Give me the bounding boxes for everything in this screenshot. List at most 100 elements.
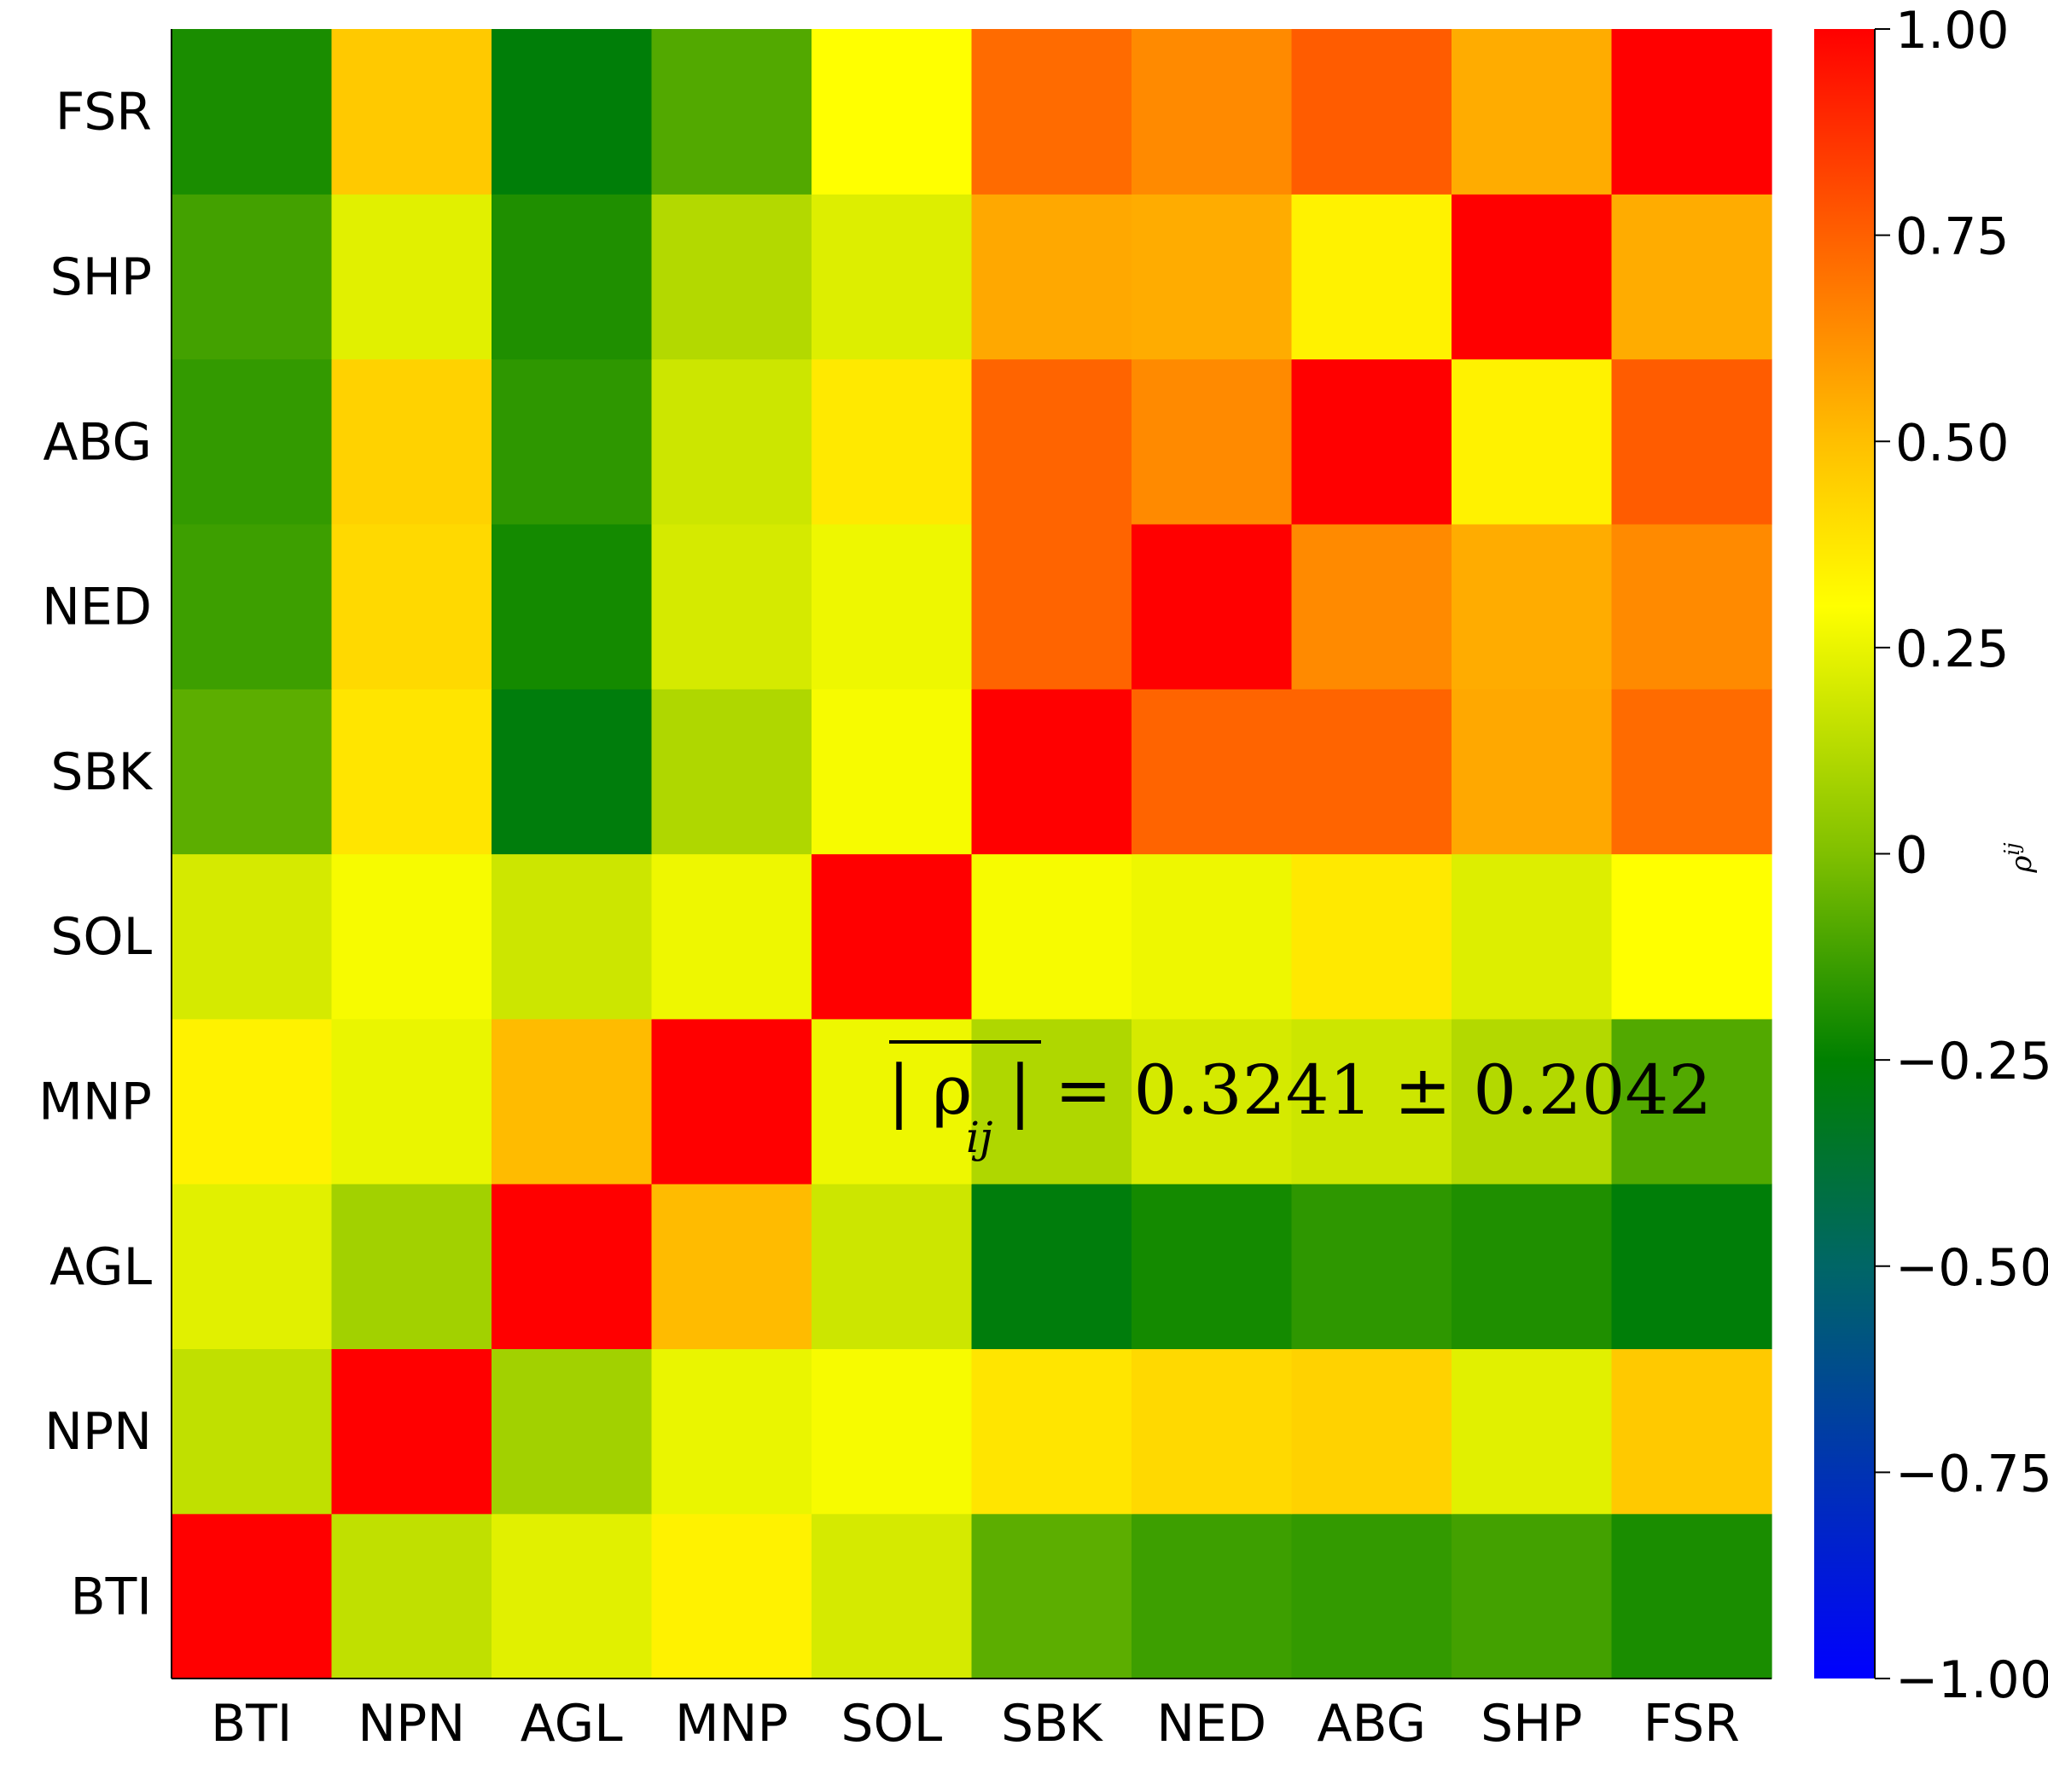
heatmap-cell-npn-sbk [971, 1348, 1132, 1515]
heatmap-cell-bti-mnp [651, 1513, 812, 1679]
heatmap-cell-ned-npn [331, 523, 492, 689]
x-tick-label-sbk: SBK [1001, 1694, 1103, 1754]
heatmap-cell-agl-agl [492, 1184, 653, 1349]
colorbar-label-sup: ij [2000, 842, 2024, 856]
heatmap-cell-agl-bti [172, 1184, 333, 1349]
colorbar-tick-label: −0.75 [1895, 1444, 2048, 1504]
heatmap-cell-mnp-npn [331, 1018, 492, 1184]
heatmap-cell-sol-abg [1291, 853, 1452, 1020]
x-tick-label-bti: BTI [211, 1694, 293, 1754]
heatmap-cell-sbk-fsr [1611, 689, 1772, 855]
heatmap-cell-mnp-fsr [1611, 1018, 1772, 1184]
x-tick-labels: BTI NPN AGL MNP SOL SBK NED ABG SHP FSR [211, 1694, 1740, 1754]
heatmap-cell-bti-sol [812, 1513, 973, 1679]
heatmap-cell-shp-agl [492, 194, 653, 360]
heatmap-cell-sol-agl [492, 853, 653, 1020]
y-tick-label-shp: SHP [50, 247, 152, 307]
heatmap-cell-abg-fsr [1611, 358, 1772, 525]
heatmap-cell-fsr-abg [1291, 29, 1452, 195]
heatmap-cell-agl-fsr [1611, 1184, 1772, 1349]
y-tick-labels: BTI NPN AGL MNP SOL SBK NED ABG SHP FSR [38, 83, 153, 1627]
heatmap-cell-sbk-ned [1132, 689, 1293, 855]
heatmap-cell-sbk-sol [812, 689, 973, 855]
heatmap-cell-agl-shp [1452, 1184, 1613, 1349]
heatmap-cell-abg-sbk [971, 358, 1132, 525]
heatmap-cell-bti-shp [1452, 1513, 1613, 1679]
heatmap-cell-ned-shp [1452, 523, 1613, 689]
heatmap-cell-npn-abg [1291, 1348, 1452, 1515]
colorbar-label: ρij [2000, 842, 2039, 874]
heatmap-cell-shp-sol [812, 194, 973, 360]
heatmap-cell-sbk-shp [1452, 689, 1613, 855]
heatmap-cell-agl-ned [1132, 1184, 1293, 1349]
heatmap-cell-mnp-sol [812, 1018, 973, 1184]
y-tick-label-sbk: SBK [50, 742, 153, 802]
heatmap-cell-abg-bti [172, 358, 333, 525]
heatmap-cell-sbk-npn [331, 689, 492, 855]
heatmap-cell-bti-abg [1291, 1513, 1452, 1679]
heatmap-cell-npn-agl [492, 1348, 653, 1515]
heatmap-cell-agl-mnp [651, 1184, 812, 1349]
x-tick-label-mnp: MNP [675, 1694, 788, 1754]
heatmap-cell-ned-fsr [1611, 523, 1772, 689]
heatmap-cell-shp-mnp [651, 194, 812, 360]
heatmap-cell-bti-ned [1132, 1513, 1293, 1679]
heatmap-cell-mnp-abg [1291, 1018, 1452, 1184]
annotation-subscript: ij [966, 1113, 993, 1162]
colorbar-ticks: 1.00 0.75 0.50 0.25 0 −0.25 −0.50 −0.75 −1.00 [1874, 1, 2048, 1710]
y-tick-label-npn: NPN [44, 1402, 152, 1462]
heatmap-cell-shp-abg [1291, 194, 1452, 360]
y-tick-label-agl: AGL [49, 1237, 152, 1297]
x-tick-label-fsr: FSR [1644, 1694, 1740, 1754]
heatmap-cell-abg-shp [1452, 358, 1613, 525]
y-tick-label-fsr: FSR [55, 83, 152, 143]
heatmap-cell-bti-sbk [971, 1513, 1132, 1679]
y-tick-label-bti: BTI [70, 1567, 152, 1626]
colorbar-tick-label: 0.75 [1895, 207, 2010, 267]
colorbar-tick-label: −1.00 [1895, 1650, 2048, 1710]
heatmap-cell-shp-bti [172, 194, 333, 360]
heatmap-cell-ned-bti [172, 523, 333, 689]
x-tick-label-abg: ABG [1317, 1694, 1426, 1754]
heatmap-cell-shp-fsr [1611, 194, 1772, 360]
colorbar-tick-label: −0.25 [1895, 1032, 2048, 1091]
heatmap-cell-sol-npn [331, 853, 492, 1020]
heatmap-cell-mnp-shp [1452, 1018, 1613, 1184]
mean-correlation-annotation: | ρ ij | = 0.3241 ± 0.2042 [887, 1040, 1712, 1162]
x-tick-label-npn: NPN [358, 1694, 465, 1754]
y-tick-label-ned: NED [42, 578, 152, 637]
heatmap-cell-fsr-sol [812, 29, 973, 195]
x-tick-label-ned: NED [1156, 1694, 1266, 1754]
heatmap-cell-bti-agl [492, 1513, 653, 1679]
heatmap-cell-sbk-mnp [651, 689, 812, 855]
heatmap-cell-fsr-fsr [1611, 29, 1772, 195]
heatmap-cell-npn-mnp [651, 1348, 812, 1515]
heatmap-cell-sbk-bti [172, 689, 333, 855]
heatmap-cell-sol-sol [812, 853, 973, 1020]
heatmap-cell-ned-abg [1291, 523, 1452, 689]
plot-axes [171, 29, 1772, 1679]
heatmap-cell-abg-npn [331, 358, 492, 525]
heatmap-cell-agl-abg [1291, 1184, 1452, 1349]
annotation-lhs-close: | [1009, 1050, 1032, 1130]
heatmap-cell-shp-shp [1452, 194, 1613, 360]
annotation-lhs: | ρ [887, 1050, 972, 1130]
colorbar-gradient [1814, 29, 1875, 1679]
heatmap-cell-mnp-agl [492, 1018, 653, 1184]
heatmap-cell-fsr-ned [1132, 29, 1293, 195]
y-tick-label-abg: ABG [43, 412, 152, 472]
heatmap-cell-agl-sol [812, 1184, 973, 1349]
heatmap-cell-sbk-abg [1291, 689, 1452, 855]
heatmap-cell-bti-npn [331, 1513, 492, 1679]
heatmap-cell-npn-ned [1132, 1348, 1293, 1515]
heatmap-cell-npn-bti [172, 1348, 333, 1515]
heatmap-cell-abg-mnp [651, 358, 812, 525]
x-tick-label-agl: AGL [521, 1694, 623, 1754]
heatmap-cell-ned-sol [812, 523, 973, 689]
heatmap-cell-ned-sbk [971, 523, 1132, 689]
heatmap-cell-mnp-bti [172, 1018, 333, 1184]
heatmap-cell-sol-sbk [971, 853, 1132, 1020]
heatmap-cell-ned-mnp [651, 523, 812, 689]
heatmap-cell-npn-fsr [1611, 1348, 1772, 1515]
